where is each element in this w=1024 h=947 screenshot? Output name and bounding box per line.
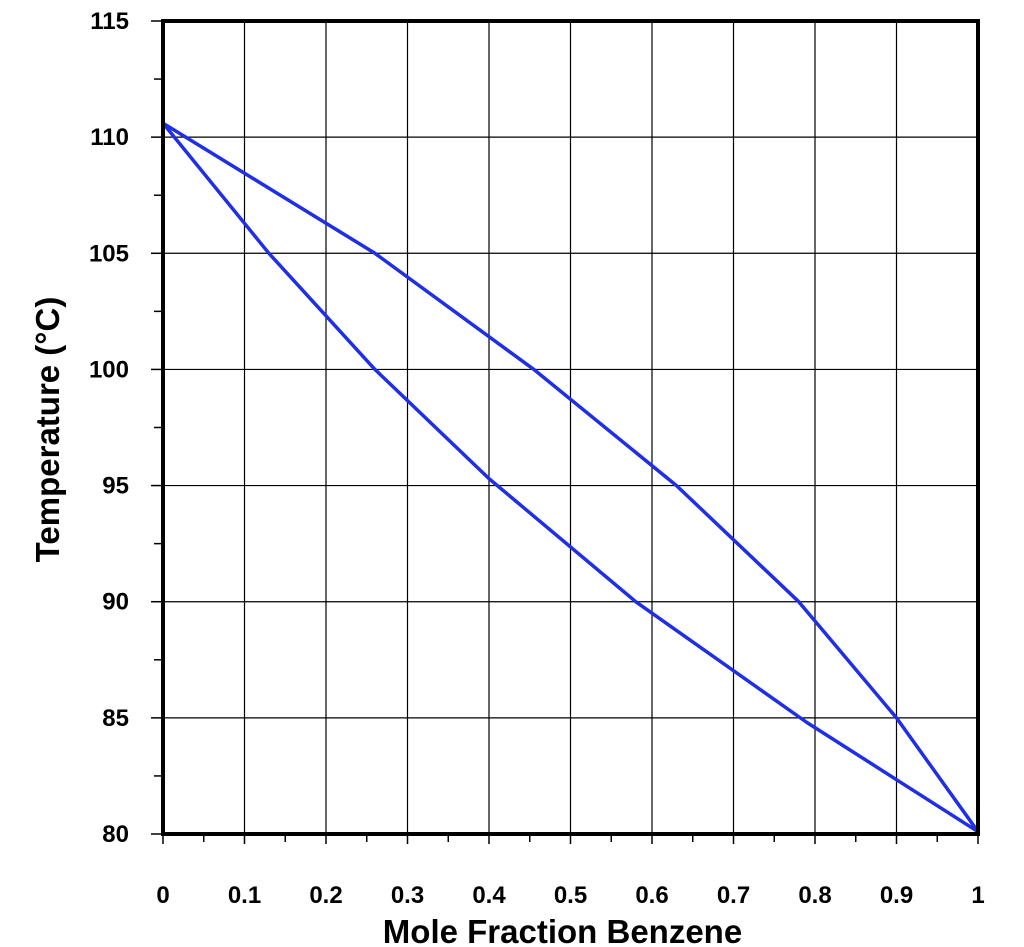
y-tick-label: 105 [89, 240, 129, 267]
series-line-1 [161, 121, 980, 834]
y-axis-label: Temperature (°C) [29, 297, 66, 563]
y-tick-label: 95 [102, 473, 129, 500]
grid-lines [162, 20, 979, 835]
y-tick-label: 85 [102, 705, 129, 732]
y-tick-label: 110 [90, 124, 129, 151]
x-axis-label: Mole Fraction Benzene [383, 913, 742, 947]
x-tick-label: 0.6 [635, 882, 668, 909]
x-tick-label: 0.2 [309, 882, 342, 909]
series-line-2 [161, 121, 980, 834]
plot-frame [161, 19, 980, 836]
x-tick-label: 0.1 [228, 882, 261, 909]
minor-ticks [151, 20, 979, 844]
x-tick-label: 0.8 [798, 882, 831, 909]
x-tick-labels: 0 0.1 0.2 0.3 0.4 0.5 0.6 0.7 0.8 0.9 1 [156, 882, 984, 909]
series-group [161, 121, 980, 834]
x-tick-label: 0.4 [472, 882, 506, 909]
x-tick-label: 1 [971, 882, 984, 909]
x-tick-label: 0.9 [880, 882, 913, 909]
x-tick-label: 0.3 [391, 882, 424, 909]
y-tick-labels: 80 85 90 95 100 105 110 115 [89, 8, 129, 848]
x-tick-label: 0.5 [554, 882, 587, 909]
y-tick-label: 115 [90, 8, 129, 35]
x-tick-label: 0.7 [717, 882, 750, 909]
x-tick-label: 0 [156, 882, 169, 909]
y-tick-label: 100 [89, 356, 129, 383]
y-tick-label: 90 [102, 589, 129, 616]
y-tick-label: 80 [102, 821, 129, 848]
